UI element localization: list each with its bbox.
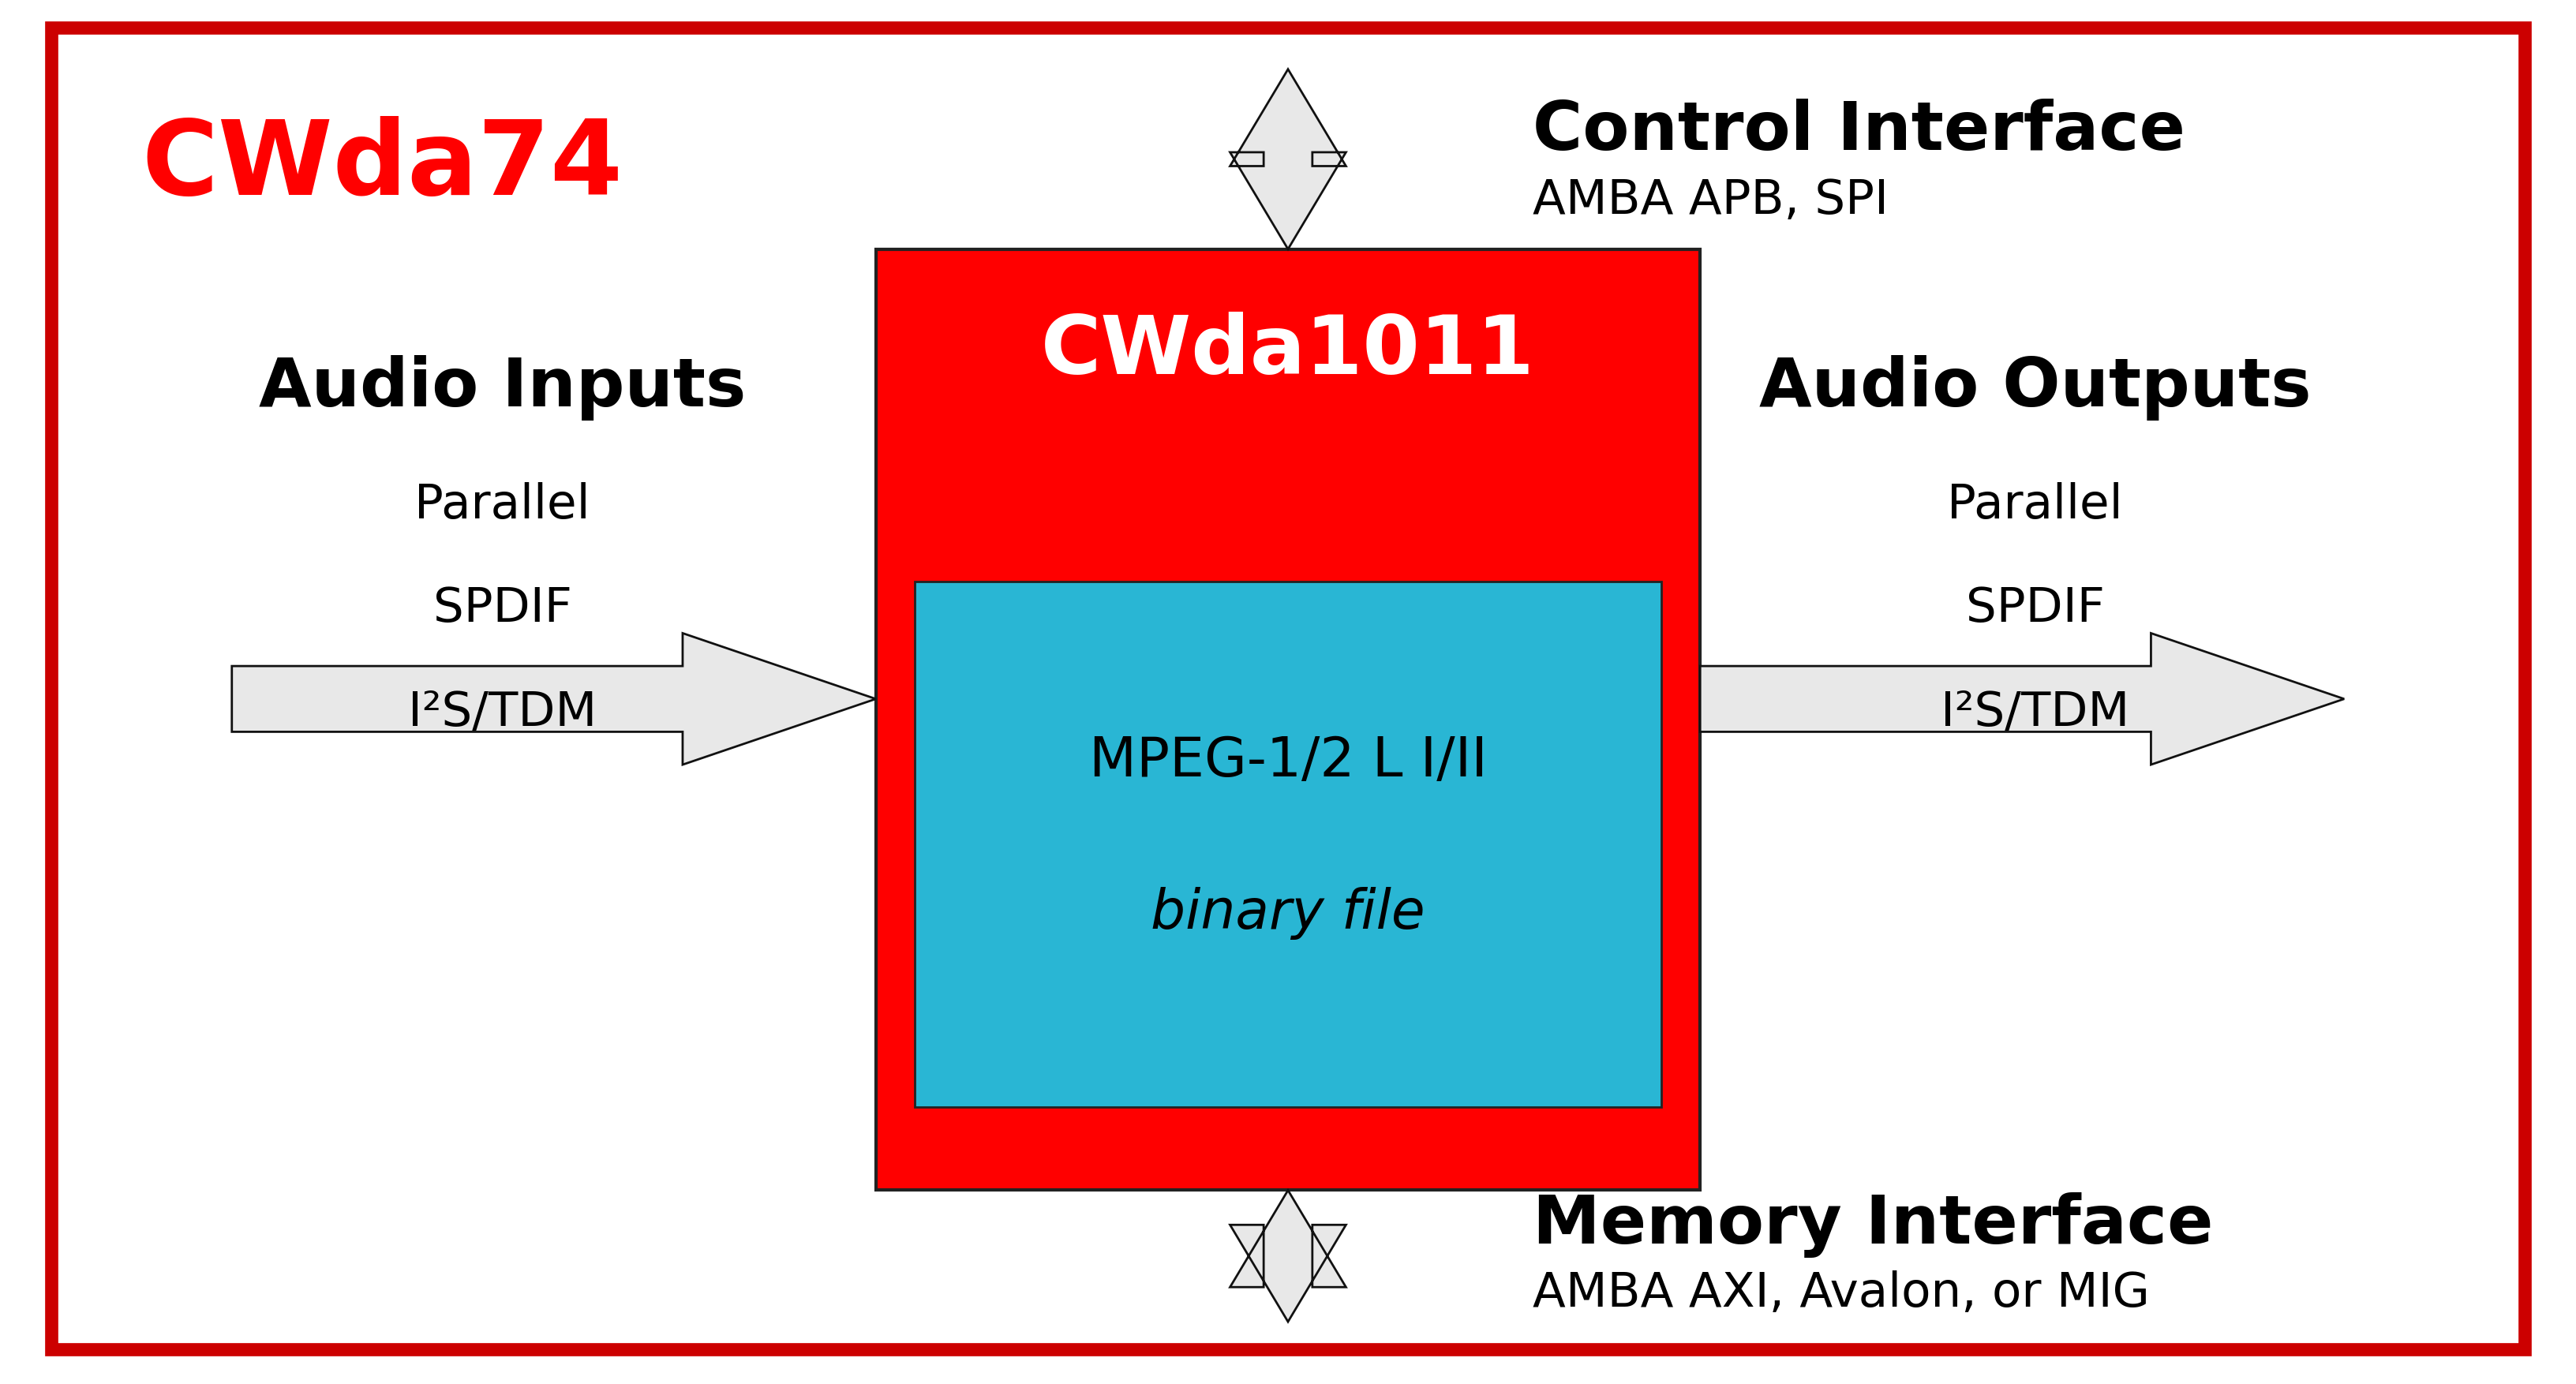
Text: Memory Interface: Memory Interface — [1533, 1192, 2213, 1258]
Text: Audio Inputs: Audio Inputs — [258, 354, 747, 421]
Text: CWda74: CWda74 — [142, 116, 623, 216]
Text: CWda1011: CWda1011 — [1041, 311, 1535, 392]
Polygon shape — [1231, 69, 1345, 249]
Text: I²S/TDM: I²S/TDM — [1940, 689, 2130, 736]
Text: Parallel: Parallel — [1947, 482, 2123, 529]
Polygon shape — [1700, 634, 2344, 764]
Text: I²S/TDM: I²S/TDM — [407, 689, 598, 736]
FancyBboxPatch shape — [914, 581, 1662, 1107]
Text: SPDIF: SPDIF — [433, 585, 572, 632]
FancyBboxPatch shape — [52, 28, 2524, 1349]
Text: AMBA AXI, Avalon, or MIG: AMBA AXI, Avalon, or MIG — [1533, 1271, 2151, 1318]
Text: binary file: binary file — [1151, 887, 1425, 940]
Polygon shape — [232, 634, 876, 764]
Text: Parallel: Parallel — [415, 482, 590, 529]
Polygon shape — [1231, 1190, 1345, 1322]
Text: MPEG-1/2 L I/II: MPEG-1/2 L I/II — [1090, 735, 1486, 787]
Text: Audio Outputs: Audio Outputs — [1759, 354, 2311, 421]
Text: AMBA APB, SPI: AMBA APB, SPI — [1533, 177, 1888, 224]
Text: SPDIF: SPDIF — [1965, 585, 2105, 632]
FancyBboxPatch shape — [876, 249, 1700, 1190]
Text: Control Interface: Control Interface — [1533, 98, 2184, 165]
